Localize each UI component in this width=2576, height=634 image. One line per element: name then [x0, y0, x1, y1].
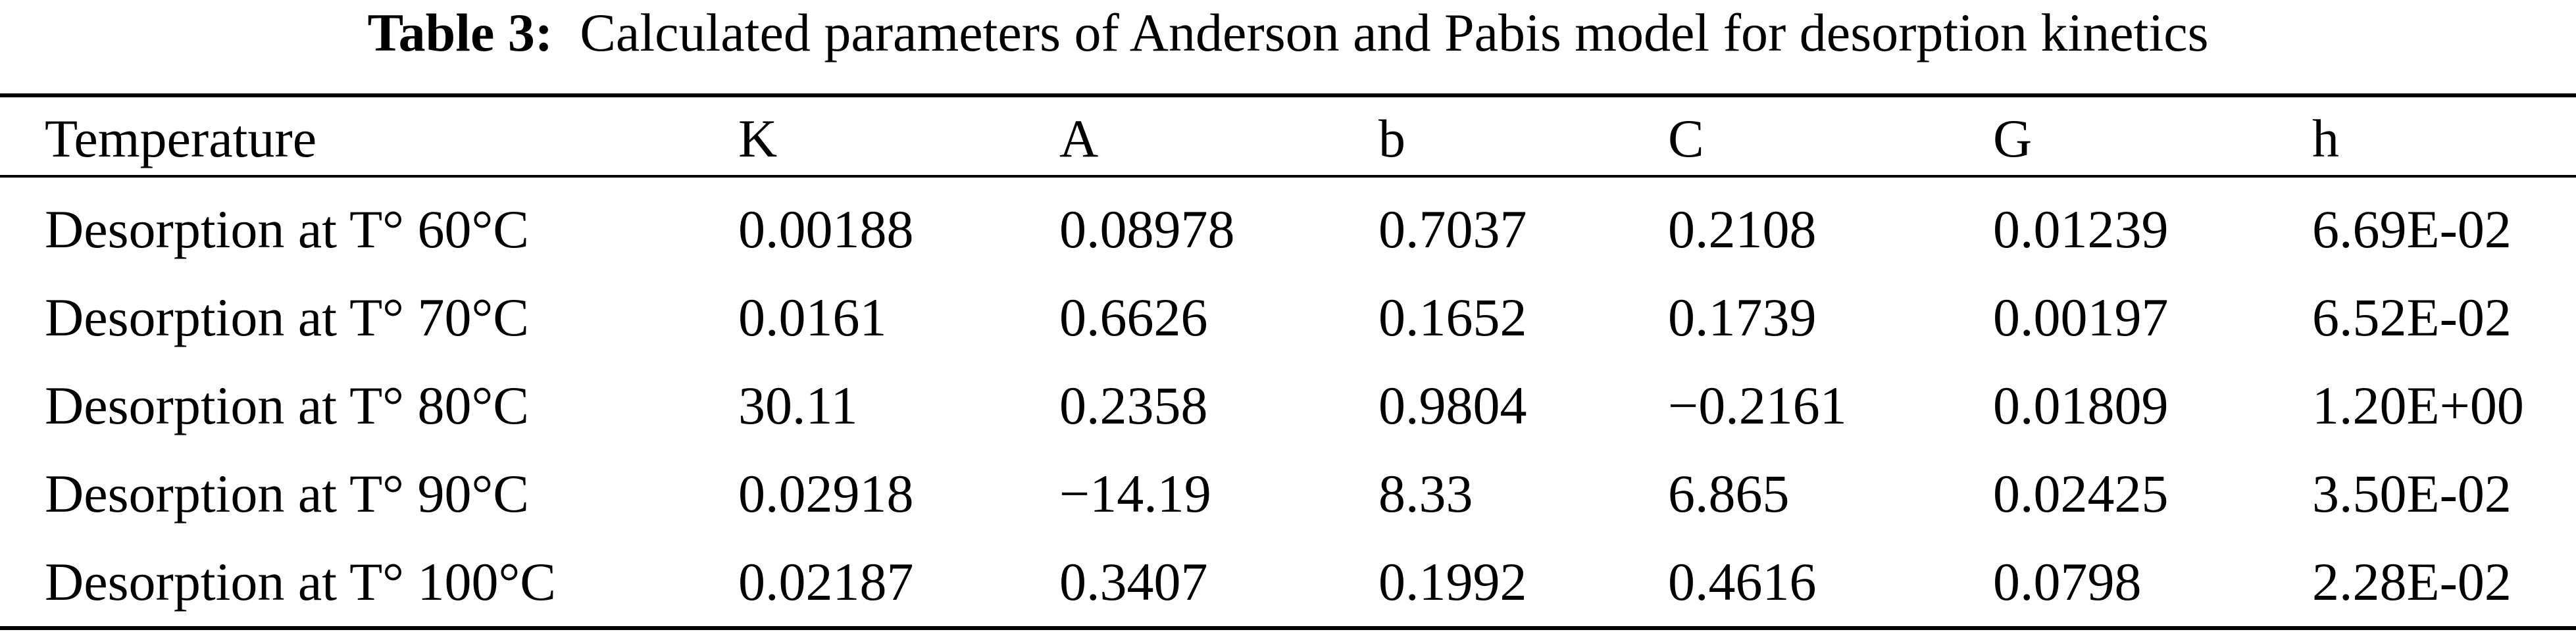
cell-h: 1.20E+00: [2312, 376, 2524, 435]
table-row: Desorption at T° 80°C 30.11 0.2358 0.980…: [0, 362, 2576, 450]
header-c: C: [1668, 109, 1704, 168]
cell-b: 0.1992: [1378, 552, 1527, 612]
cell-temperature: Desorption at T° 80°C: [45, 376, 529, 435]
table-row: Desorption at T° 100°C 0.02187 0.3407 0.…: [0, 538, 2576, 626]
cell-c: 6.865: [1668, 464, 1790, 524]
cell-k: 30.11: [738, 376, 858, 435]
header-g: G: [1993, 109, 2033, 168]
cell-g: 0.00197: [1993, 287, 2169, 347]
cell-c: 0.4616: [1668, 552, 1817, 612]
cell-b: 0.1652: [1378, 287, 1527, 347]
header-temperature: Temperature: [45, 109, 317, 168]
cell-h: 3.50E-02: [2312, 464, 2512, 524]
cell-c: 0.1739: [1668, 287, 1817, 347]
cell-a: −14.19: [1059, 464, 1211, 524]
caption-label: Table 3:: [367, 3, 553, 62]
table-header-rule: [0, 175, 2576, 178]
cell-a: 0.2358: [1059, 376, 1208, 435]
table-bottom-rule: [0, 626, 2576, 630]
cell-a: 0.3407: [1059, 552, 1208, 612]
table-row: Desorption at T° 90°C 0.02918 −14.19 8.3…: [0, 450, 2576, 538]
table-header-row: Temperature K A b C G h: [0, 97, 2576, 178]
cell-g: 0.02425: [1993, 464, 2169, 524]
cell-h: 6.69E-02: [2312, 199, 2512, 259]
cell-k: 0.0161: [738, 287, 887, 347]
cell-a: 0.08978: [1059, 199, 1235, 259]
cell-b: 0.7037: [1378, 199, 1527, 259]
table-row: Desorption at T° 70°C 0.0161 0.6626 0.16…: [0, 274, 2576, 362]
cell-k: 0.02918: [738, 464, 914, 524]
cell-g: 0.0798: [1993, 552, 2142, 612]
cell-h: 2.28E-02: [2312, 552, 2512, 612]
cell-temperature: Desorption at T° 100°C: [45, 552, 556, 612]
parameters-table: Temperature K A b C G h Desorption at T°…: [0, 97, 2576, 626]
cell-b: 8.33: [1378, 464, 1473, 524]
cell-temperature: Desorption at T° 90°C: [45, 464, 529, 524]
cell-g: 0.01809: [1993, 376, 2169, 435]
table-row: Desorption at T° 60°C 0.00188 0.08978 0.…: [0, 178, 2576, 274]
cell-temperature: Desorption at T° 60°C: [45, 199, 529, 259]
table-top-rule: [0, 93, 2576, 97]
cell-c: 0.2108: [1668, 199, 1817, 259]
caption-title: Calculated parameters of Anderson and Pa…: [580, 3, 2209, 62]
header-k: K: [738, 109, 778, 168]
cell-temperature: Desorption at T° 70°C: [45, 287, 529, 347]
cell-b: 0.9804: [1378, 376, 1527, 435]
cell-k: 0.02187: [738, 552, 914, 612]
cell-a: 0.6626: [1059, 287, 1208, 347]
table-caption: Table 3: Calculated parameters of Anders…: [0, 0, 2576, 85]
cell-c: −0.2161: [1668, 376, 1847, 435]
cell-k: 0.00188: [738, 199, 914, 259]
cell-h: 6.52E-02: [2312, 287, 2512, 347]
cell-g: 0.01239: [1993, 199, 2169, 259]
header-b: b: [1378, 109, 1405, 168]
header-a: A: [1059, 109, 1099, 168]
header-h: h: [2312, 109, 2339, 168]
